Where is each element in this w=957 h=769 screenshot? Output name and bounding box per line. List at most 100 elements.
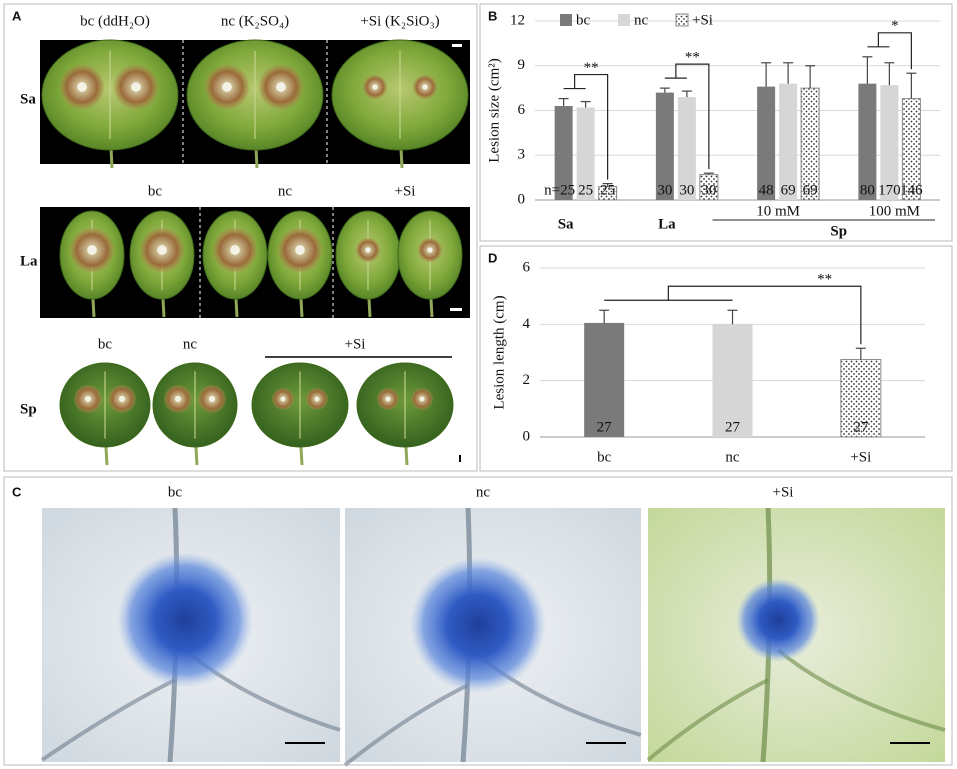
bar: [712, 324, 753, 437]
stain: [117, 552, 253, 688]
vein: [40, 678, 176, 762]
x-tick-label: 10 mM: [756, 203, 800, 219]
inoculum: [131, 82, 141, 92]
x-tick-label: +Si: [850, 449, 871, 465]
column-header: nc (K₂SO₄): [221, 13, 289, 29]
y-tick-label: 2: [523, 372, 531, 388]
legend-label: +Si: [692, 12, 713, 28]
row-label: Sa: [20, 91, 36, 107]
panel-label: B: [488, 8, 497, 23]
scale-bar: [452, 44, 462, 47]
vein: [646, 678, 769, 762]
n-label: 30: [657, 182, 672, 198]
bar: [779, 83, 798, 200]
significance-label: **: [685, 50, 700, 66]
row-label: La: [20, 253, 38, 269]
stain: [736, 578, 820, 662]
column-header: +Si: [345, 336, 366, 352]
column-header: +Si: [773, 484, 794, 500]
n-label: 30: [701, 182, 716, 198]
n-label: 80: [860, 182, 875, 198]
inoculum: [314, 396, 320, 402]
n-label: 146: [900, 182, 923, 198]
inoculum: [385, 396, 391, 402]
significance-label: *: [891, 18, 899, 34]
inoculum: [422, 84, 428, 90]
vein: [776, 648, 946, 732]
inoculum: [419, 396, 425, 402]
panel-label: D: [488, 250, 497, 265]
x-tick-label: La: [658, 216, 676, 232]
column-header: +Si (K₂SiO₃): [360, 13, 439, 29]
bar: [840, 359, 882, 438]
column-header: nc: [278, 183, 293, 199]
inoculum: [174, 395, 182, 403]
panel-b-frame: [479, 3, 953, 242]
bar: [584, 322, 625, 437]
y-tick-label: 12: [510, 12, 525, 28]
y-tick-label: 6: [523, 259, 531, 275]
legend-label: bc: [576, 12, 591, 28]
inoculum: [427, 247, 433, 253]
y-tick-label: 6: [518, 102, 526, 118]
inoculum: [87, 245, 97, 255]
y-tick-label: 3: [518, 147, 526, 163]
bar: [576, 107, 595, 200]
inoculum: [157, 245, 167, 255]
legend-swatch: [618, 14, 630, 26]
inoculum: [280, 396, 286, 402]
n-label: 30: [679, 182, 694, 198]
significance-label: **: [584, 60, 599, 76]
n-label: 170: [878, 182, 901, 198]
legend-swatch: [675, 13, 689, 27]
n-label: 25: [600, 182, 615, 198]
n-label: 27: [597, 419, 613, 435]
column-header: bc: [98, 336, 113, 352]
n-label: 69: [781, 182, 796, 198]
row-label: Sp: [20, 401, 37, 417]
inoculum: [276, 82, 286, 92]
x-tick-label: Sa: [558, 216, 574, 232]
legend-label: nc: [634, 12, 649, 28]
column-header: bc: [148, 183, 163, 199]
inoculum: [365, 247, 371, 253]
inoculum: [118, 395, 126, 403]
bar: [757, 86, 776, 200]
n-label: 25: [578, 182, 593, 198]
significance-bracket: [664, 63, 710, 170]
y-tick-label: 0: [523, 428, 531, 444]
column-header: nc: [183, 336, 198, 352]
panel-c-frame: [3, 476, 953, 766]
inoculum: [372, 84, 378, 90]
bar: [655, 92, 674, 200]
vein: [343, 683, 469, 767]
n-label: 27: [725, 419, 741, 435]
y-axis-label: Lesion size (cm²): [486, 58, 502, 162]
legend-swatch: [560, 14, 572, 26]
column-header: bc (ddH₂O): [80, 13, 150, 29]
scale-bar: [450, 308, 462, 311]
y-tick-label: 4: [523, 316, 531, 332]
significance-bracket: [867, 32, 912, 70]
x-tick-label: 100 mM: [869, 203, 920, 219]
significance-label: **: [817, 272, 832, 288]
bar: [858, 83, 877, 200]
inoculum: [208, 395, 216, 403]
panel-d-frame: [479, 245, 953, 472]
inoculum: [295, 245, 305, 255]
bar: [677, 97, 696, 200]
inoculum: [77, 82, 87, 92]
n-label: n=25: [544, 182, 575, 198]
n-label: 27: [853, 419, 869, 435]
column-header: nc: [476, 484, 491, 500]
n-label: 48: [759, 182, 774, 198]
bar: [554, 106, 573, 200]
x-tick-label: nc: [725, 449, 740, 465]
inoculum: [222, 82, 232, 92]
x-tick-label: bc: [597, 449, 612, 465]
y-tick-label: 9: [518, 57, 526, 73]
stain: [410, 557, 546, 693]
panel-a-frame: [3, 3, 478, 472]
significance-bracket: [563, 73, 609, 180]
